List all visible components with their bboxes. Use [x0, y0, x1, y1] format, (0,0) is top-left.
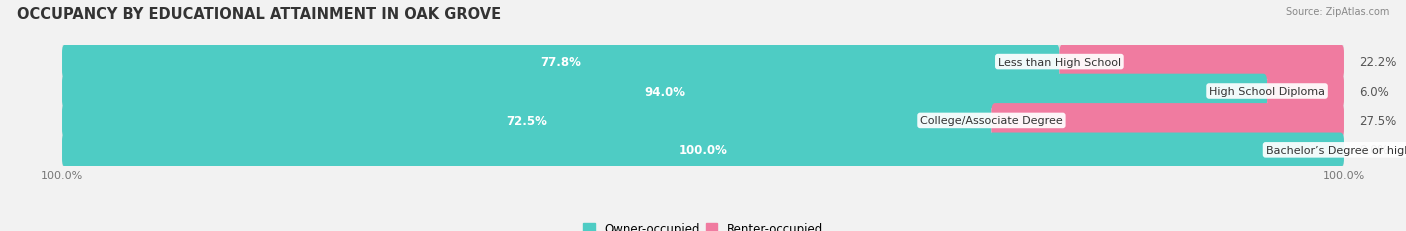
FancyBboxPatch shape — [62, 74, 1267, 109]
Text: 100.0%: 100.0% — [679, 144, 727, 157]
FancyBboxPatch shape — [62, 70, 1344, 113]
Text: College/Associate Degree: College/Associate Degree — [920, 116, 1063, 126]
Text: 72.5%: 72.5% — [506, 114, 547, 127]
Text: Less than High School: Less than High School — [998, 57, 1121, 67]
FancyBboxPatch shape — [62, 129, 1344, 171]
FancyBboxPatch shape — [62, 100, 1344, 142]
Legend: Owner-occupied, Renter-occupied: Owner-occupied, Renter-occupied — [583, 222, 823, 231]
Text: Bachelor’s Degree or higher: Bachelor’s Degree or higher — [1265, 145, 1406, 155]
Text: 22.2%: 22.2% — [1360, 56, 1396, 69]
FancyBboxPatch shape — [62, 41, 1344, 83]
Text: 0.0%: 0.0% — [1360, 144, 1389, 157]
Text: 27.5%: 27.5% — [1360, 114, 1396, 127]
FancyBboxPatch shape — [62, 104, 991, 138]
FancyBboxPatch shape — [62, 45, 1059, 79]
Text: Source: ZipAtlas.com: Source: ZipAtlas.com — [1285, 7, 1389, 17]
FancyBboxPatch shape — [991, 104, 1344, 138]
FancyBboxPatch shape — [62, 133, 1344, 167]
FancyBboxPatch shape — [1267, 74, 1344, 109]
Text: 6.0%: 6.0% — [1360, 85, 1389, 98]
Text: 77.8%: 77.8% — [540, 56, 581, 69]
Text: High School Diploma: High School Diploma — [1209, 87, 1324, 97]
FancyBboxPatch shape — [1059, 45, 1344, 79]
Text: OCCUPANCY BY EDUCATIONAL ATTAINMENT IN OAK GROVE: OCCUPANCY BY EDUCATIONAL ATTAINMENT IN O… — [17, 7, 501, 22]
Text: 94.0%: 94.0% — [644, 85, 685, 98]
